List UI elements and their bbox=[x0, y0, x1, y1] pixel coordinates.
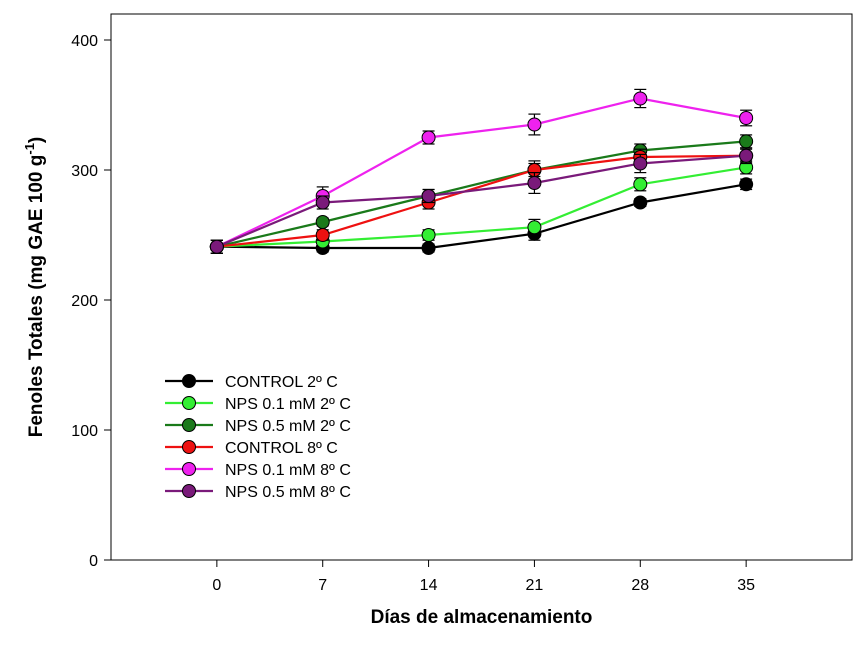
y-axis-title-main: Fenoles Totales (mg GAE 100 g bbox=[26, 155, 47, 438]
legend-item: NPS 0.5 mM 2º C bbox=[165, 418, 351, 435]
data-point bbox=[421, 241, 436, 255]
legend-item: CONTROL 2º C bbox=[165, 374, 338, 391]
x-tick-label: 14 bbox=[420, 577, 438, 594]
legend-label: CONTROL 2º C bbox=[225, 374, 338, 391]
legend-marker bbox=[182, 418, 196, 432]
legend-item: NPS 0.5 mM 8º C bbox=[165, 484, 351, 501]
data-point bbox=[527, 220, 542, 235]
plot-frame bbox=[110, 13, 853, 561]
data-point bbox=[633, 91, 648, 106]
data-point bbox=[527, 117, 542, 132]
data-point bbox=[421, 189, 436, 203]
series-line bbox=[216, 97, 747, 248]
y-tick-label: 100 bbox=[71, 423, 98, 440]
legend-label: NPS 0.5 mM 2º C bbox=[225, 418, 351, 435]
legend-marker bbox=[182, 462, 196, 476]
legend-label: NPS 0.5 mM 8º C bbox=[225, 484, 351, 501]
legend-item: NPS 0.1 mM 2º C bbox=[165, 396, 351, 413]
data-point bbox=[633, 156, 648, 171]
x-tick-label: 7 bbox=[318, 577, 327, 594]
series-line bbox=[216, 140, 747, 248]
data-point bbox=[315, 195, 330, 210]
data-point bbox=[739, 177, 754, 192]
y-tick-label: 400 bbox=[71, 33, 98, 50]
series-layer bbox=[209, 88, 754, 255]
y-axis-title: Fenoles Totales (mg GAE 100 g-1) bbox=[22, 137, 47, 438]
series bbox=[209, 148, 754, 254]
data-point bbox=[633, 195, 648, 210]
legend-label: CONTROL 8º C bbox=[225, 440, 338, 457]
x-axis: 0 7 14 21 28 35 bbox=[212, 560, 755, 594]
data-point bbox=[633, 177, 648, 192]
y-tick-label: 200 bbox=[71, 293, 98, 310]
legend-marker bbox=[182, 484, 196, 498]
y-tick-label: 300 bbox=[71, 163, 98, 180]
y-axis-title-end: ) bbox=[26, 137, 47, 143]
legend-item: CONTROL 8º C bbox=[165, 440, 338, 457]
legend-item: NPS 0.1 mM 8º C bbox=[165, 462, 351, 479]
x-tick-label: 21 bbox=[526, 577, 544, 594]
y-axis: 0 100 200 300 400 bbox=[71, 33, 111, 570]
x-tick-label: 0 bbox=[212, 577, 221, 594]
data-point bbox=[739, 111, 754, 125]
data-point bbox=[421, 130, 436, 145]
data-point bbox=[527, 176, 542, 190]
x-axis-title: Días de almacenamiento bbox=[371, 607, 593, 628]
legend-label: NPS 0.1 mM 2º C bbox=[225, 396, 351, 413]
data-point bbox=[739, 134, 754, 149]
legend: CONTROL 2º C NPS 0.1 mM 2º C NPS 0.5 mM 2º… bbox=[165, 374, 351, 501]
plot-area: 0 7 14 21 28 35 0 100 200 300 400 bbox=[71, 13, 853, 594]
series-line bbox=[216, 183, 747, 250]
data-point bbox=[209, 239, 224, 254]
x-tick-label: 35 bbox=[737, 577, 755, 594]
series-line bbox=[216, 166, 747, 248]
data-point bbox=[315, 215, 330, 229]
legend-marker bbox=[182, 374, 196, 388]
y-tick-label: 0 bbox=[89, 553, 98, 570]
series bbox=[209, 134, 754, 254]
data-point bbox=[739, 148, 754, 163]
x-tick-label: 28 bbox=[631, 577, 649, 594]
legend-label: NPS 0.1 mM 8º C bbox=[225, 462, 351, 479]
data-point bbox=[315, 228, 330, 242]
data-point bbox=[421, 228, 436, 242]
legend-marker bbox=[182, 396, 196, 410]
series bbox=[209, 147, 754, 254]
legend-marker bbox=[182, 440, 196, 454]
y-axis-title-superscript: -1 bbox=[22, 143, 37, 155]
series-line bbox=[216, 154, 747, 248]
series-line bbox=[216, 154, 747, 248]
